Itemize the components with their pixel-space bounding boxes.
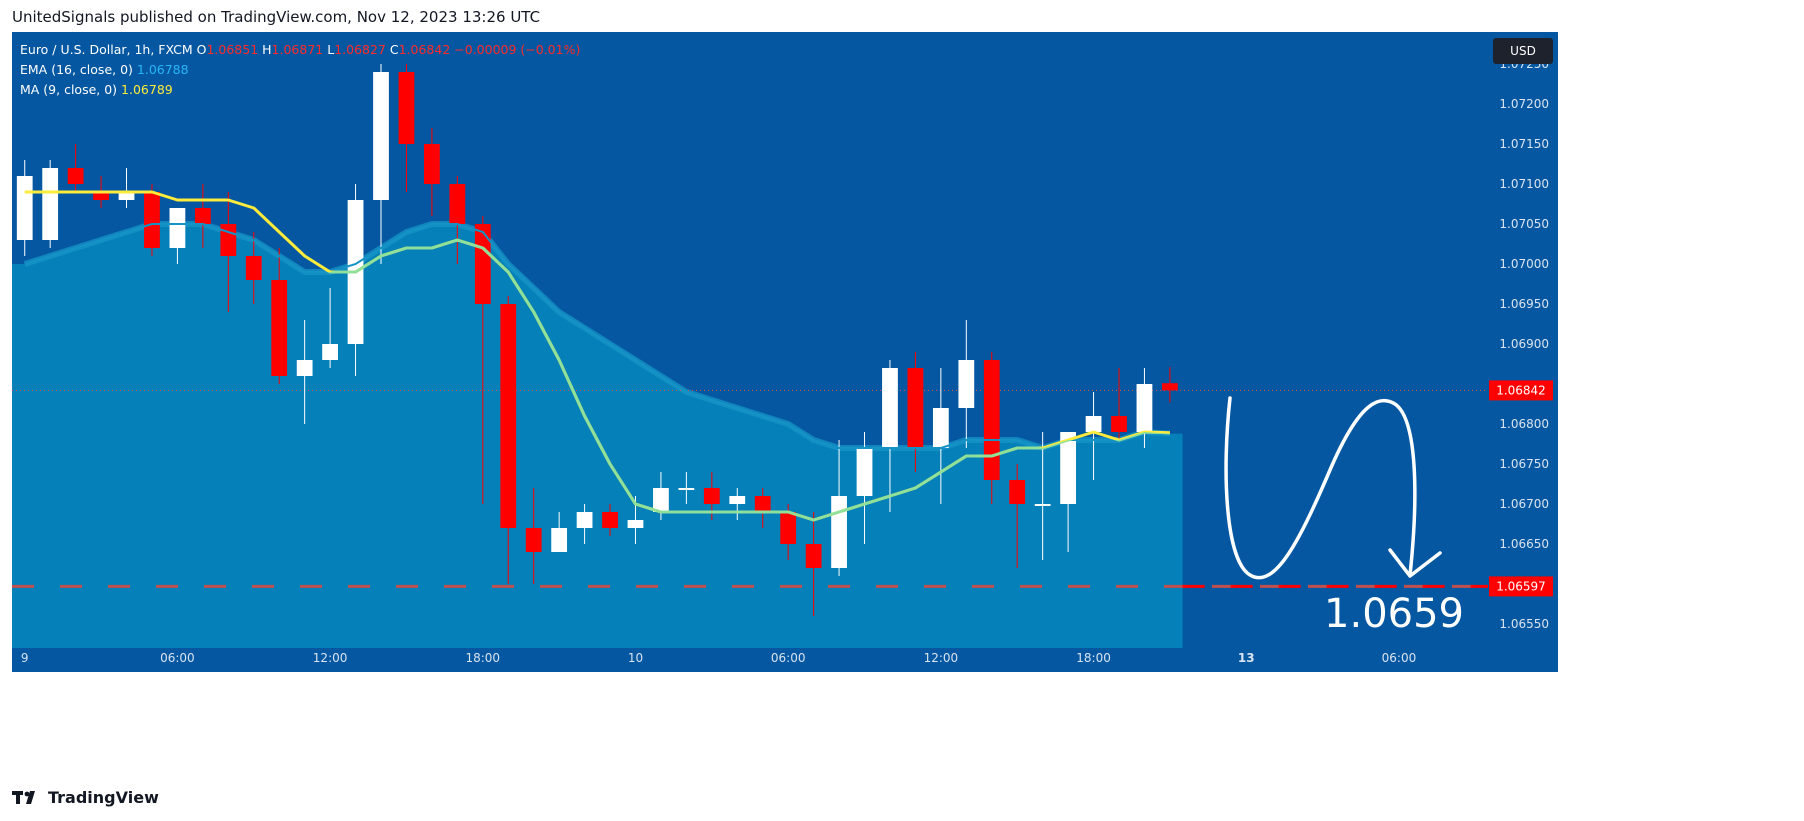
brand-name: TradingView [48, 788, 159, 807]
candle-body[interactable] [983, 360, 1000, 480]
candle-body[interactable] [551, 528, 568, 552]
price-tick-label: 1.06650 [1499, 537, 1549, 551]
candle-body[interactable] [602, 512, 618, 528]
time-tick-label: 13 [1238, 651, 1255, 665]
current-price-label: 1.06842 [1496, 383, 1546, 397]
candle-body[interactable] [42, 168, 59, 240]
candle-body[interactable] [1162, 383, 1178, 391]
time-tick-label: 06:00 [160, 651, 195, 665]
projection-arrow-head [1388, 548, 1442, 578]
price-tick-label: 1.07150 [1499, 137, 1549, 151]
price-tick-label: 1.06900 [1499, 337, 1549, 351]
price-tick-label: 1.07050 [1499, 217, 1549, 231]
time-tick-label: 06:00 [1382, 651, 1417, 665]
candle-body[interactable] [856, 448, 873, 496]
candle-body[interactable] [474, 224, 491, 304]
candle-body[interactable] [831, 496, 847, 568]
candle-body[interactable] [729, 496, 746, 504]
candle-body[interactable] [780, 512, 797, 544]
target-annotation: 1.0659 [1324, 591, 1464, 637]
time-axis-panel[interactable] [12, 648, 1488, 672]
time-tick-label: 10 [628, 651, 643, 665]
candle-body[interactable] [220, 224, 237, 256]
candle-body[interactable] [449, 184, 466, 224]
candle-body[interactable] [907, 368, 924, 448]
candle-body[interactable] [322, 344, 338, 360]
candle-body[interactable] [296, 360, 313, 376]
ma-line-below-ema [24, 224, 1170, 522]
tradingview-logo-icon [12, 790, 35, 804]
candle-body[interactable] [882, 368, 898, 448]
time-tick-label: 12:00 [313, 651, 348, 665]
candle-body[interactable] [245, 256, 262, 280]
currency-badge-label: USD [1510, 44, 1536, 58]
candle-body[interactable] [16, 176, 33, 240]
candle-body[interactable] [1060, 432, 1076, 504]
time-tick-label: 9 [21, 651, 29, 665]
price-tick-label: 1.06550 [1499, 617, 1549, 631]
price-axis-panel[interactable] [1488, 32, 1558, 672]
candle-body[interactable] [194, 208, 211, 224]
time-tick-label: 06:00 [771, 651, 806, 665]
time-tick-label: 18:00 [465, 651, 500, 665]
time-tick-label: 18:00 [1076, 651, 1111, 665]
price-tick-label: 1.07100 [1499, 177, 1549, 191]
legend-main[interactable]: Euro / U.S. Dollar, 1h, FXCM O1.06851 H1… [20, 42, 580, 57]
price-tick-label: 1.06950 [1499, 297, 1549, 311]
currency-badge[interactable] [1493, 38, 1553, 64]
candle-body[interactable] [144, 192, 160, 248]
candle-body[interactable] [627, 520, 644, 528]
target-price-label-bg [1489, 576, 1553, 597]
price-tick-label: 1.07200 [1499, 97, 1549, 111]
current-price-label-bg [1489, 380, 1553, 401]
price-tick-label: 1.06750 [1499, 457, 1549, 471]
candle-body[interactable] [1085, 416, 1102, 432]
candle-body[interactable] [271, 280, 288, 376]
target-price-label: 1.06597 [1496, 579, 1546, 593]
candle-body[interactable] [118, 192, 135, 200]
candle-body[interactable] [653, 488, 669, 512]
candle-body[interactable] [500, 304, 517, 528]
candle-body[interactable] [1136, 384, 1153, 432]
legend-ma[interactable]: MA (9, close, 0) 1.06789 [20, 82, 173, 97]
time-tick-label: 12:00 [924, 651, 959, 665]
candle-body[interactable] [754, 496, 771, 512]
candle-body[interactable] [525, 528, 542, 552]
price-tick-label: 1.06800 [1499, 417, 1549, 431]
price-tick-label: 1.06700 [1499, 497, 1549, 511]
candle-body[interactable] [1111, 416, 1127, 432]
legend-ema[interactable]: EMA (16, close, 0) 1.06788 [20, 62, 189, 77]
candle-body[interactable] [678, 488, 695, 490]
brand[interactable]: TradingView [12, 788, 159, 807]
candle-body[interactable] [805, 544, 822, 568]
projection-arrow-path [1224, 396, 1417, 580]
candle-body[interactable] [373, 72, 389, 200]
candle-body[interactable] [424, 144, 440, 184]
candle-body[interactable] [169, 208, 186, 248]
candle-body[interactable] [703, 488, 720, 504]
published-line: UnitedSignals published on TradingView.c… [12, 8, 541, 26]
candle-body[interactable] [1034, 504, 1051, 506]
candle-body[interactable] [93, 192, 109, 200]
candle-body[interactable] [576, 512, 593, 528]
price-tick-label: 1.07000 [1499, 257, 1549, 271]
candle-body[interactable] [67, 168, 84, 184]
candle-body[interactable] [398, 72, 415, 144]
candle-body[interactable] [958, 360, 975, 408]
candle-body[interactable] [1009, 480, 1026, 504]
candle-body[interactable] [932, 408, 949, 448]
ema-line [24, 223, 1170, 450]
